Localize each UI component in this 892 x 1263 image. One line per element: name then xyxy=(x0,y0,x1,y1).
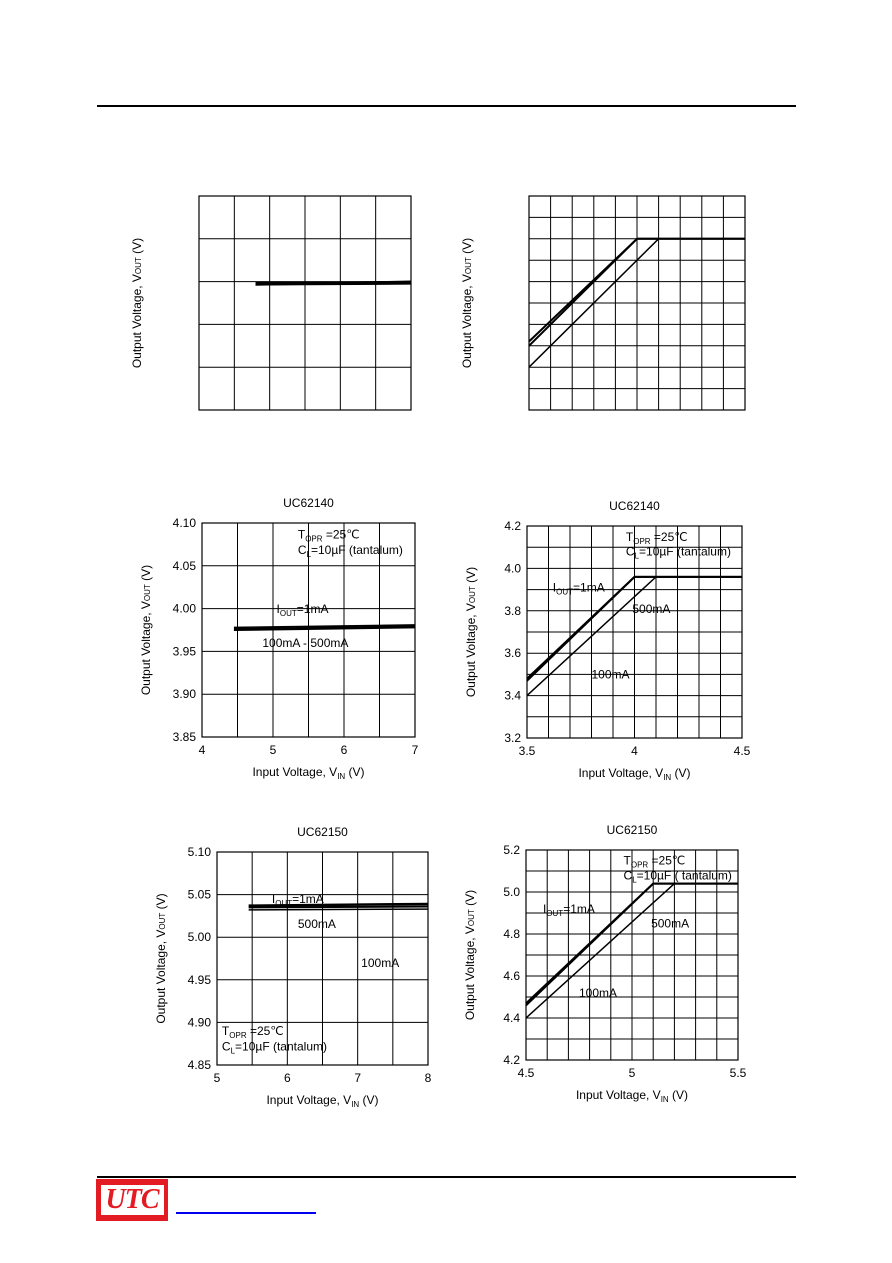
y-tick-label: 4.10 xyxy=(173,516,197,530)
y-tick-label: 3.95 xyxy=(173,644,197,658)
x-tick-label: 5.5 xyxy=(730,1066,747,1080)
x-tick-label: 4.5 xyxy=(518,1066,535,1080)
y-tick-label: 5.05 xyxy=(188,888,212,902)
annotation-label: TOPR =25℃ xyxy=(298,527,360,543)
annotation-label: 100mA xyxy=(592,668,630,682)
x-tick-label: 6 xyxy=(284,1071,291,1085)
annotation-label: 500mA xyxy=(632,602,670,616)
plot-frame xyxy=(216,851,429,1066)
y-axis-label: Output Voltage, VOUT (V) xyxy=(464,567,478,697)
annotation-label: IOUT=1mA xyxy=(553,581,605,597)
series-line-500ma xyxy=(525,882,738,1019)
x-axis-label: Input Voltage, VIN (V) xyxy=(266,1093,378,1109)
y-tick-label: 4.2 xyxy=(504,519,521,533)
x-tick-label: 5 xyxy=(270,743,277,757)
x-tick-label: 4 xyxy=(199,743,206,757)
chart-title: UC62150 xyxy=(607,823,658,837)
series-line-500ma xyxy=(233,626,416,631)
series-line-500ma xyxy=(526,576,742,697)
annotation-label: TOPR =25℃ xyxy=(222,1024,284,1040)
x-tick-label: 6 xyxy=(341,743,348,757)
y-tick-label: 3.2 xyxy=(504,731,521,745)
annotation-label: IOUT=1mA xyxy=(277,602,329,618)
plot-frame xyxy=(201,522,416,738)
y-tick-label: 4.05 xyxy=(173,559,197,573)
plot-frame xyxy=(528,195,746,411)
y-tick-label: 3.8 xyxy=(504,604,521,618)
y-tick-label: 3.4 xyxy=(504,689,521,703)
y-axis-label: Output Voltage, VOUT (V) xyxy=(463,890,477,1020)
y-tick-label: 4.95 xyxy=(188,973,212,987)
y-axis-label: Output Voltage, VOUT (V) xyxy=(139,565,153,695)
y-tick-label: 4.85 xyxy=(188,1058,212,1072)
y-tick-label: 4.2 xyxy=(503,1053,520,1067)
y-tick-label: 4.90 xyxy=(188,1015,212,1029)
y-tick-label: 4.4 xyxy=(503,1011,520,1025)
series-line-500ma xyxy=(248,908,429,911)
y-axis-label: Output Voltage, VOUT (V) xyxy=(154,893,168,1023)
y-tick-label: 3.90 xyxy=(173,687,197,701)
annotation-label: 100mA xyxy=(579,986,617,1000)
annotation-label: CL=10µF (tantalum) xyxy=(298,543,403,559)
annotation-label: 500mA xyxy=(298,917,336,931)
footer-rule xyxy=(97,1176,796,1178)
y-tick-label: 5.0 xyxy=(503,885,520,899)
y-tick-label: 4.00 xyxy=(173,602,197,616)
header-rule xyxy=(97,105,796,107)
y-tick-label: 3.6 xyxy=(504,646,521,660)
x-axis-label: Input Voltage, VIN (V) xyxy=(576,1088,688,1104)
annotation-label: TOPR =25℃ xyxy=(624,854,686,870)
series-line-1ma xyxy=(248,902,429,907)
annotation-label: CL=10µF ( tantalum) xyxy=(624,868,732,884)
chart-title: UC62150 xyxy=(297,825,348,839)
footer-link-underline[interactable] xyxy=(176,1212,316,1214)
x-tick-label: 4 xyxy=(631,744,638,758)
y-tick-label: 5.10 xyxy=(188,845,212,859)
utc-logo-text: UTC xyxy=(100,1185,164,1215)
y-tick-label: 3.85 xyxy=(173,730,197,744)
series-line xyxy=(528,238,745,368)
annotation-label: CL=10µF (tantalum) xyxy=(626,545,731,561)
y-tick-label: 4.6 xyxy=(503,969,520,983)
series-line-100ma xyxy=(248,905,429,909)
plot-frame xyxy=(198,195,412,411)
x-tick-label: 5 xyxy=(629,1066,636,1080)
annotation-label: CL=10µF (tantalum) xyxy=(222,1040,327,1056)
y-axis-label: Output Voltage, VOUT (V) xyxy=(130,238,144,368)
chart-title: UC62140 xyxy=(609,499,660,513)
x-axis-label: Input Voltage, VIN (V) xyxy=(578,766,690,782)
plot-frame xyxy=(525,849,739,1061)
x-tick-label: 3.5 xyxy=(519,744,536,758)
series-line-1ma xyxy=(233,624,416,629)
x-tick-label: 7 xyxy=(412,743,419,757)
y-axis-label: Output Voltage, VOUT (V) xyxy=(460,238,474,368)
y-tick-label: 5.00 xyxy=(188,930,212,944)
annotation-label: 500mA xyxy=(651,917,689,931)
x-tick-label: 7 xyxy=(354,1071,361,1085)
y-tick-label: 5.2 xyxy=(503,843,520,857)
chart-title: UC62140 xyxy=(283,496,334,510)
x-tick-label: 5 xyxy=(214,1071,221,1085)
plot-frame xyxy=(526,525,743,739)
series-line xyxy=(255,280,412,286)
annotation-label: 100mA xyxy=(361,956,399,970)
annotation-label: TOPR =25℃ xyxy=(626,530,688,546)
y-tick-label: 4.0 xyxy=(504,561,521,575)
annotation-label: IOUT=1mA xyxy=(543,902,595,918)
x-tick-label: 4.5 xyxy=(734,744,751,758)
annotation-label: 100mA - 500mA xyxy=(262,636,348,650)
utc-logo: UTC xyxy=(96,1179,168,1221)
x-axis-label: Input Voltage, VIN (V) xyxy=(252,765,364,781)
x-tick-label: 8 xyxy=(425,1071,432,1085)
y-tick-label: 4.8 xyxy=(503,927,520,941)
